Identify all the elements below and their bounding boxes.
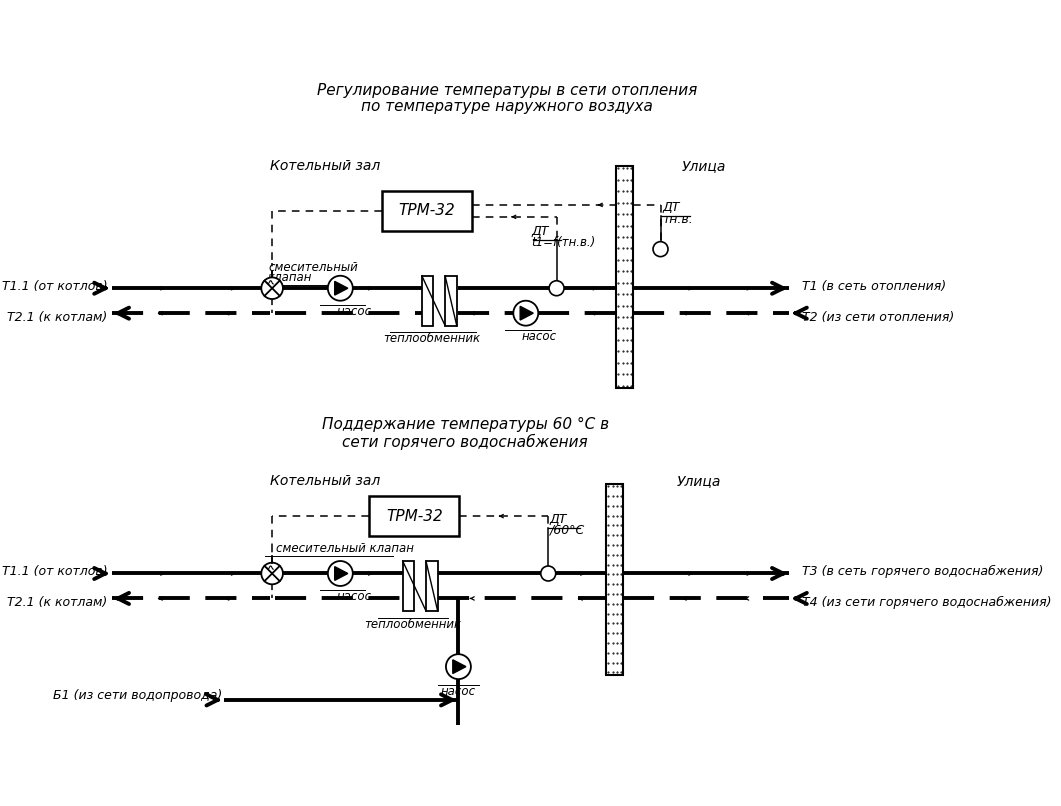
Text: t1=f(тн.в.): t1=f(тн.в.) [532,236,596,249]
Bar [425,561,437,611]
Text: насос: насос [336,590,371,603]
Text: Поддержание температуры 60 °C в: Поддержание температуры 60 °C в [321,418,609,432]
Circle shape [541,566,556,581]
Text: Улица: Улица [677,474,721,488]
Circle shape [328,276,353,301]
Text: теплообменник: теплообменник [383,332,481,345]
Text: Т4 (из сети горячего водоснабжения): Т4 (из сети горячего водоснабжения) [802,596,1051,609]
Bar [382,191,472,231]
Bar [369,496,459,536]
Bar [607,484,623,675]
Text: по температуре наружного воздуха: по температуре наружного воздуха [361,99,653,114]
Text: сети горячего водоснабжения: сети горячего водоснабжения [343,434,588,450]
Text: Котельный зал: Котельный зал [269,160,380,173]
Text: смесительный клапан: смесительный клапан [276,542,414,555]
Bar [403,561,415,611]
Circle shape [514,301,538,326]
Text: насос: насос [336,305,371,318]
Polygon shape [334,567,348,580]
Text: Т3 (в сеть горячего водоснабжения): Т3 (в сеть горячего водоснабжения) [802,565,1043,579]
Text: Т2 (из сети отопления): Т2 (из сети отопления) [802,311,954,324]
Text: ДТ: ДТ [532,226,549,239]
Text: /60°C: /60°C [550,523,586,536]
Bar [422,276,434,326]
Text: Б1 (из сети водопровода): Б1 (из сети водопровода) [53,689,222,702]
Text: теплообменник: теплообменник [364,617,462,630]
Text: Т2.1 (к котлам): Т2.1 (к котлам) [7,311,107,324]
Text: ДТ: ДТ [662,202,679,214]
Polygon shape [453,660,466,674]
Circle shape [261,277,283,299]
Polygon shape [520,306,534,320]
Polygon shape [334,281,348,295]
Text: смесительный: смесительный [268,261,358,274]
Circle shape [550,280,564,296]
Text: клапан: клапан [268,271,312,284]
Text: тн.в.: тн.в. [662,213,693,226]
Text: Т1 (в сеть отопления): Т1 (в сеть отопления) [802,280,946,293]
Bar [446,276,456,326]
Text: Регулирование температуры в сети отопления: Регулирование температуры в сети отоплен… [316,83,697,98]
Circle shape [446,654,471,679]
Bar [616,166,633,388]
Text: насос: насос [441,685,476,698]
Circle shape [653,242,668,256]
Text: Т1.1 (от котлов): Т1.1 (от котлов) [2,280,107,293]
Text: Т2.1 (к котлам): Т2.1 (к котлам) [7,596,107,609]
Text: ДТ: ДТ [550,513,568,526]
Circle shape [328,561,353,586]
Text: Котельный зал: Котельный зал [269,474,380,488]
Text: Улица: Улица [681,160,726,173]
Text: ТРМ-32: ТРМ-32 [399,203,455,218]
Text: Т1.1 (от котлов): Т1.1 (от котлов) [2,565,107,579]
Text: насос: насос [522,330,557,343]
Circle shape [261,563,283,584]
Text: ТРМ-32: ТРМ-32 [386,509,442,524]
